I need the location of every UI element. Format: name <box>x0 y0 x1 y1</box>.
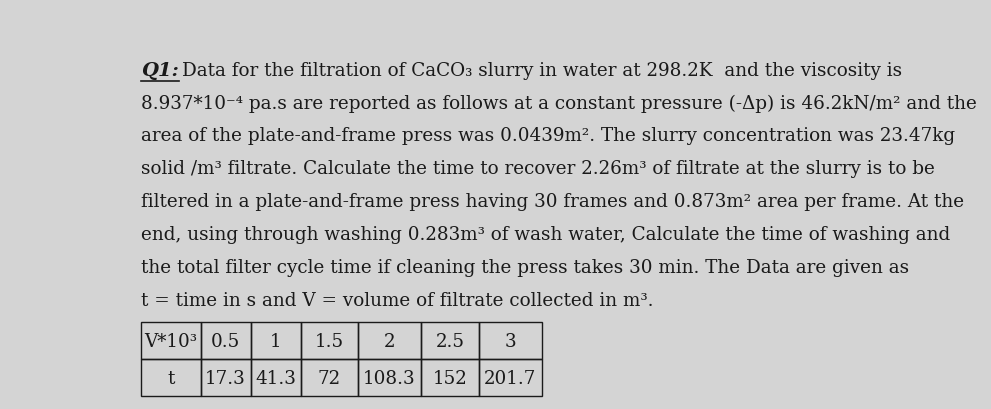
Text: 41.3: 41.3 <box>255 369 296 387</box>
Text: 108.3: 108.3 <box>364 369 416 387</box>
Text: 1: 1 <box>270 332 281 350</box>
Text: 2.5: 2.5 <box>435 332 465 350</box>
Bar <box>358 322 421 359</box>
Text: Data for the filtration of CaCO₃ slurry in water at 298.2K  and the viscosity is: Data for the filtration of CaCO₃ slurry … <box>182 62 903 80</box>
Text: 201.7: 201.7 <box>484 369 536 387</box>
Text: t = time in s and V = volume of filtrate collected in m³.: t = time in s and V = volume of filtrate… <box>141 291 653 309</box>
Text: 17.3: 17.3 <box>205 369 246 387</box>
Bar <box>479 322 542 359</box>
Bar <box>300 322 358 359</box>
Bar <box>479 359 542 396</box>
Bar <box>200 359 251 396</box>
Text: filtered in a plate-and-frame press having 30 frames and 0.873m² area per frame.: filtered in a plate-and-frame press havi… <box>141 193 964 211</box>
Text: 1.5: 1.5 <box>315 332 344 350</box>
Bar <box>421 359 479 396</box>
Bar <box>251 322 300 359</box>
Bar <box>200 322 251 359</box>
Text: 8.937*10⁻⁴ pa.s are reported as follows at a constant pressure (-Δp) is 46.2kN/m: 8.937*10⁻⁴ pa.s are reported as follows … <box>141 94 977 112</box>
Text: 2: 2 <box>384 332 395 350</box>
Text: area of the plate-and-frame press was 0.0439m². The slurry concentration was 23.: area of the plate-and-frame press was 0.… <box>141 127 955 145</box>
Bar <box>141 322 200 359</box>
Bar <box>251 359 300 396</box>
Bar <box>141 359 200 396</box>
Text: end, using through washing 0.283m³ of wash water, Calculate the time of washing : end, using through washing 0.283m³ of wa… <box>141 225 950 243</box>
Text: the total filter cycle time if cleaning the press takes 30 min. The Data are giv: the total filter cycle time if cleaning … <box>141 258 909 276</box>
Text: 3: 3 <box>504 332 516 350</box>
Text: 72: 72 <box>318 369 341 387</box>
Text: 152: 152 <box>432 369 468 387</box>
Text: 0.5: 0.5 <box>211 332 240 350</box>
Text: t: t <box>167 369 174 387</box>
Text: V*10³: V*10³ <box>145 332 197 350</box>
Bar <box>421 322 479 359</box>
Bar <box>358 359 421 396</box>
Text: Q1:: Q1: <box>141 62 178 80</box>
Text: solid /m³ filtrate. Calculate the time to recover 2.26m³ of filtrate at the slur: solid /m³ filtrate. Calculate the time t… <box>141 160 935 178</box>
Bar <box>300 359 358 396</box>
